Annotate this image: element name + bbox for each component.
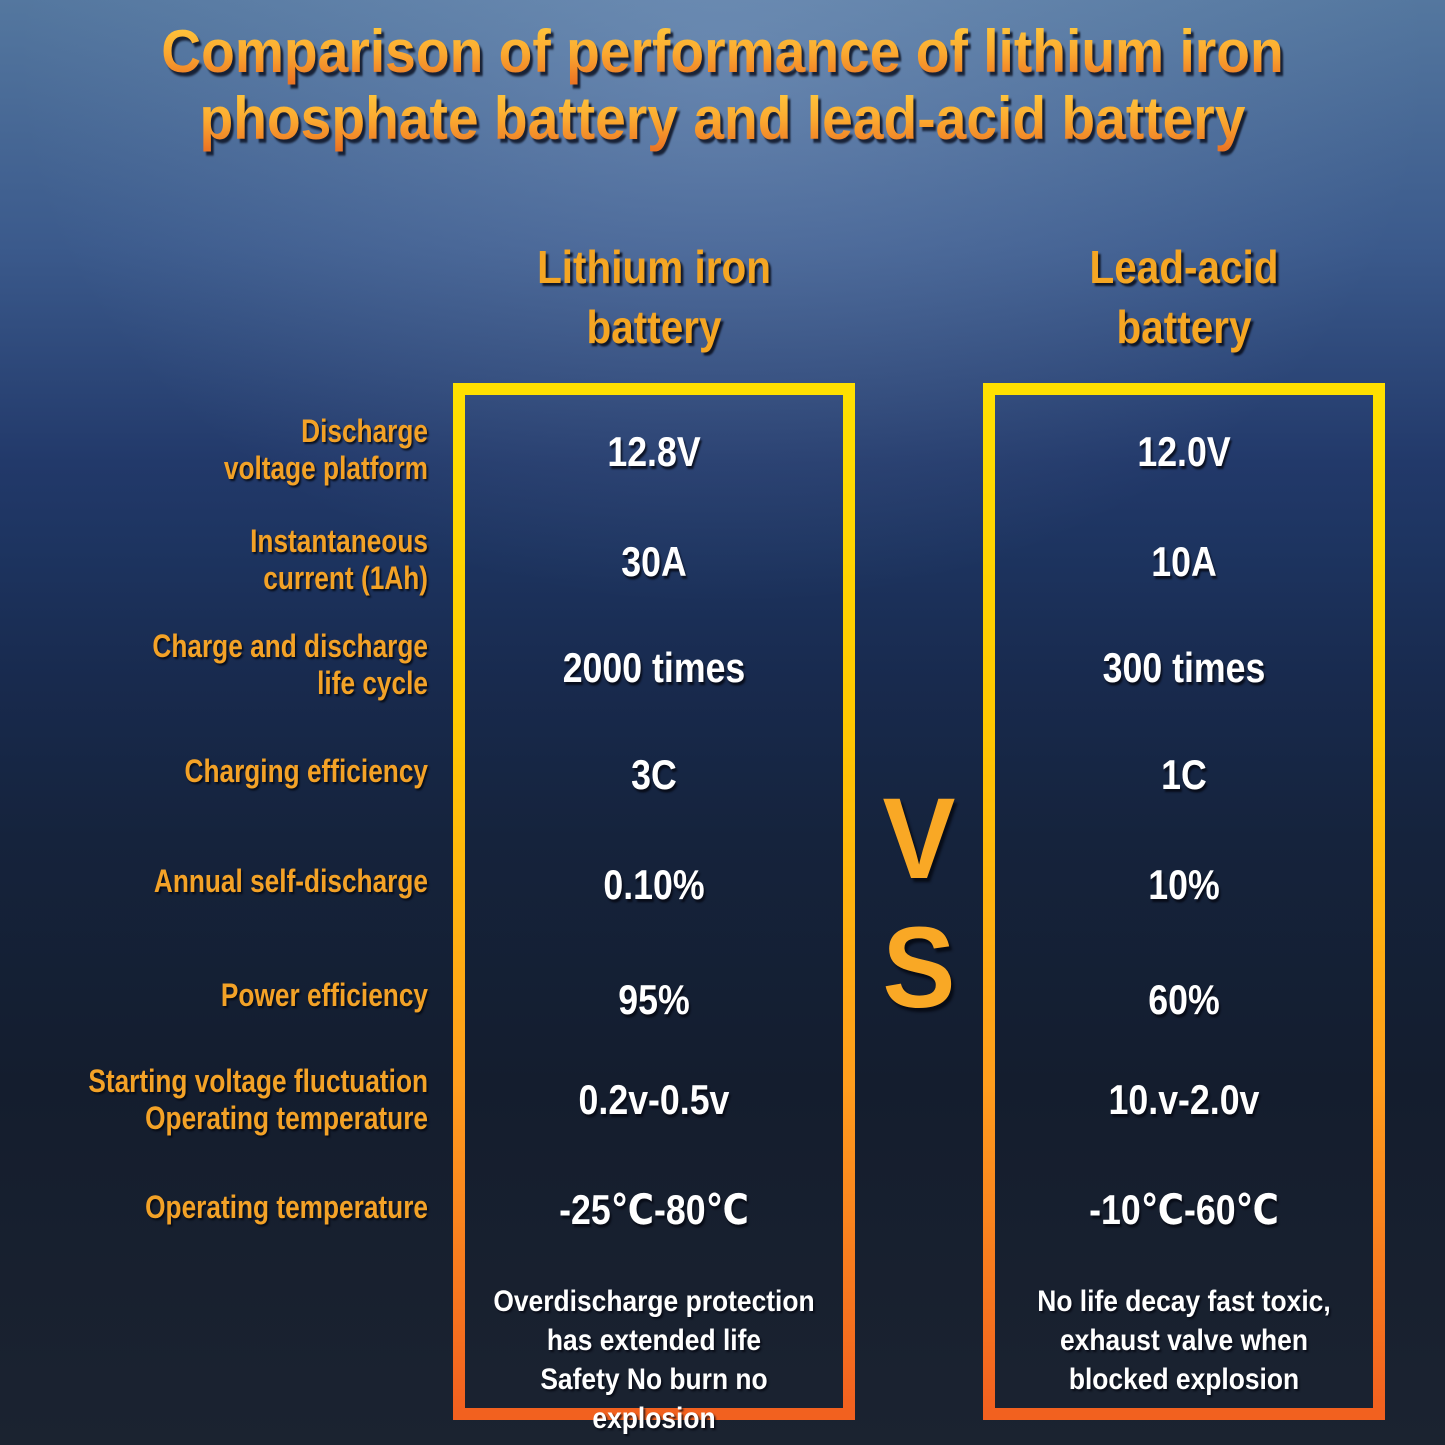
lithium-life-cycle-value: 2000 times [562,644,746,691]
row-label-power-efficiency: Power efficiency [220,977,428,1013]
row-label-starting-voltage-fluctuation: Starting voltage fluctuation Operating t… [88,1063,428,1136]
row-label-life-cycle: Charge and discharge life cycle [152,628,428,701]
row-label-operating-temperature: Operating temperature [145,1189,428,1225]
lead-power-efficiency-value: 60% [1148,976,1220,1023]
lithium-charging-efficiency-value: 3C [631,751,677,798]
lead-voltage-fluctuation-value: 10.v-2.0v [1108,1076,1260,1123]
lithium-battery-panel: 12.8V 30A 2000 times 3C 0.10% 95% 0.2v-0… [453,383,855,1435]
page-title: Comparison of performance of lithium iro… [58,18,1387,152]
lead-charging-efficiency-value: 1C [1161,751,1207,798]
lead-annual-self-discharge-value: 10% [1148,861,1220,908]
lithium-summary-text: Overdischarge protection has extended li… [493,1285,815,1435]
lead-acid-battery-panel: 12.0V 10A 300 times 1C 10% 60% 10.v-2.0v… [983,383,1385,1420]
row-label-discharge-voltage-platform: Discharge voltage platform [223,413,428,486]
lead-life-cycle-value: 300 times [1102,644,1266,691]
lithium-power-efficiency-value: 95% [618,976,690,1023]
page-title-line-2: phosphate battery and lead-acid battery [58,85,1387,152]
row-label-instantaneous-current: Instantaneous current (1Ah) [250,523,428,596]
vs-letter-s: S [882,903,956,1032]
lithium-instantaneous-current-value: 30A [621,538,687,585]
row-label-annual-self-discharge: Annual self-discharge [153,863,428,899]
vs-letter-v: V [882,775,956,903]
lithium-discharge-voltage-value: 12.8V [607,428,701,475]
lithium-voltage-fluctuation-value: 0.2v-0.5v [578,1076,730,1123]
lead-operating-temperature-value: -10℃-60℃ [1089,1186,1279,1233]
lithium-annual-self-discharge-value: 0.10% [603,861,705,908]
row-label-charging-efficiency: Charging efficiency [184,753,428,789]
column-header-lead-acid: Lead-acid battery [1089,241,1279,353]
column-header-lithium: Lithium iron battery [537,241,771,353]
lead-instantaneous-current-value: 10A [1151,538,1217,585]
page-title-line-1: Comparison of performance of lithium iro… [58,18,1387,85]
vs-divider: V S [858,775,980,1033]
lead-discharge-voltage-value: 12.0V [1137,428,1231,475]
lead-summary-text: No life decay fast toxic, exhaust valve … [1037,1285,1331,1396]
lithium-operating-temperature-value: -25℃-80℃ [559,1186,749,1233]
